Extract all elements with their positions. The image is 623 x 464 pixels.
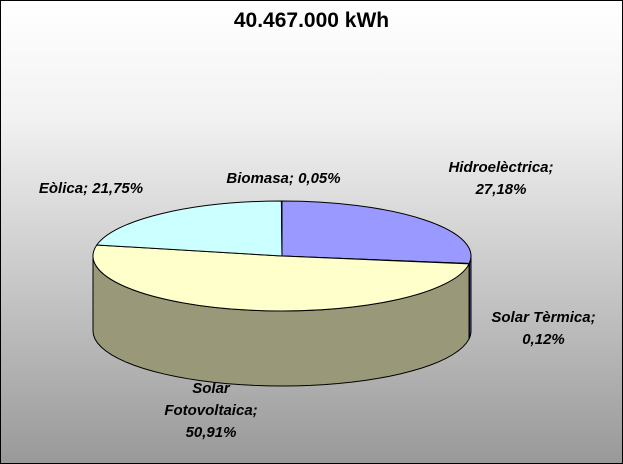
chart-title: 40.467.000 kWh: [233, 9, 390, 32]
label-value: 0,12%: [522, 331, 565, 348]
label-separator: ;: [252, 402, 258, 419]
data-label: Solar Tèrmica; 0,12%: [471, 307, 616, 351]
label-category: Hidroelèctrica: [448, 159, 549, 176]
pie-slice: [281, 200, 472, 265]
label-separator: ;: [590, 309, 596, 326]
label-category: Eòlica: [38, 180, 84, 197]
label-separator: ;: [288, 170, 294, 187]
pie-slice: [92, 244, 470, 312]
data-label: Hidroelèctrica; 27,18%: [426, 157, 576, 201]
label-value: 50,91%: [185, 424, 237, 441]
label-separator: ;: [548, 159, 554, 176]
label-category: Solar Tèrmica: [491, 309, 591, 326]
label-separator: ;: [83, 180, 89, 197]
label-value: 0,05%: [298, 170, 341, 187]
data-label: Eòlica; 21,75%: [11, 178, 171, 200]
label-value: 21,75%: [92, 180, 144, 197]
label-value: 27,18%: [475, 181, 527, 198]
data-label: Solar Fotovoltaica; 50,91%: [151, 378, 271, 444]
pie-slice: [280, 200, 283, 257]
pie-slice: [95, 200, 283, 257]
label-category: Biomasa: [226, 170, 289, 187]
label-category: Solar Fotovoltaica: [164, 380, 253, 419]
data-label: Biomasa; 0,05%: [201, 168, 366, 190]
